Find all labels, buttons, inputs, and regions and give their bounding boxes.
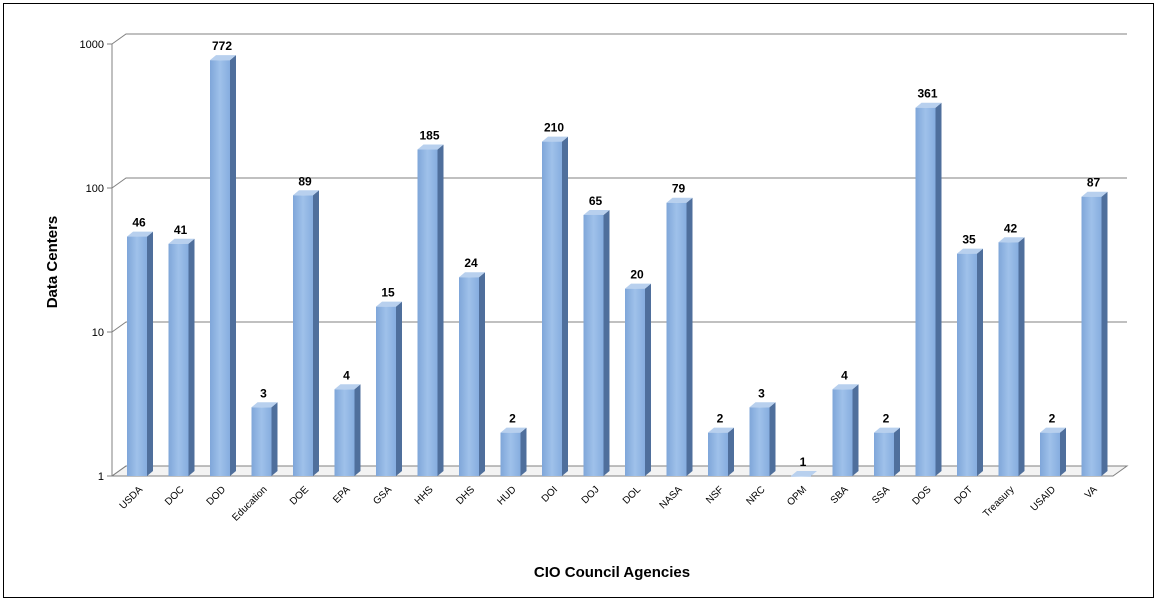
bar [376, 301, 402, 476]
x-tick-label: GSA [371, 484, 394, 507]
bar [334, 384, 361, 476]
bars [127, 55, 1108, 477]
x-tick-label: USAID [1029, 484, 1058, 513]
x-axis-title: CIO Council Agencies [534, 564, 690, 581]
data-label: 46 [132, 216, 146, 230]
x-tick-label: NASA [658, 484, 685, 511]
bar [791, 471, 817, 477]
data-label: 42 [1004, 221, 1018, 235]
bar [542, 136, 568, 477]
gridline [111, 177, 1127, 189]
bar [874, 427, 900, 476]
x-tick-labels: USDA DOC DOD Education DOE EPA GSA HHS DHS HUD DOI… [118, 484, 1100, 524]
bar [749, 402, 776, 476]
x-tick-label: Treasury [981, 484, 1016, 519]
gridline [111, 465, 1127, 477]
x-tick-label: DHS [454, 484, 477, 507]
data-label: 2 [883, 412, 890, 426]
bar [1081, 191, 1108, 476]
y-axis-title: Data Centers [44, 216, 61, 309]
x-tick-label: DOT [952, 484, 975, 507]
bar [417, 144, 444, 476]
x-tick-label: NRC [745, 484, 768, 507]
data-label: 4 [343, 368, 350, 382]
bar [1040, 427, 1066, 476]
y-tick-labels: 1 10 100 1000 [80, 39, 104, 483]
bar [708, 427, 734, 476]
data-label: 2 [717, 412, 724, 426]
bar [459, 272, 485, 476]
gridlines [107, 33, 1129, 477]
x-tick-label: DOI [540, 484, 560, 504]
bar [625, 283, 651, 476]
bar [293, 190, 319, 476]
bar [998, 237, 1025, 476]
bar [210, 55, 236, 477]
bar [127, 231, 153, 476]
data-label: 361 [917, 87, 937, 101]
x-tick-label: DOE [288, 484, 311, 507]
x-tick-label: DOS [911, 484, 934, 507]
y-tick-label: 1 [98, 471, 104, 483]
bar [915, 102, 942, 476]
data-labels: 4641772389415185242210652079231423613542… [132, 39, 1100, 469]
data-label: 89 [298, 174, 312, 188]
x-tick-label: Education [230, 484, 269, 523]
data-label: 2 [509, 412, 516, 426]
data-label: 210 [544, 121, 564, 135]
gridline [111, 33, 1127, 45]
bar [666, 197, 693, 476]
x-tick-label: VA [1083, 484, 1100, 501]
data-label: 79 [672, 182, 686, 196]
x-tick-label: USDA [118, 484, 146, 512]
data-label: 24 [464, 256, 478, 270]
x-tick-label: SSA [870, 484, 892, 506]
y-tick-label: 10 [92, 327, 104, 339]
bar [500, 427, 527, 476]
data-label: 4 [841, 368, 848, 382]
gridline [111, 321, 1127, 333]
x-tick-label: SBA [829, 484, 851, 506]
data-label: 772 [212, 39, 232, 53]
data-label: 20 [630, 268, 644, 282]
x-tick-label: DOC [163, 484, 187, 508]
x-tick-label: OPM [785, 484, 809, 508]
x-tick-label: DOD [205, 484, 229, 508]
data-label: 1 [800, 455, 807, 469]
bar [168, 238, 195, 476]
data-label: 65 [589, 194, 603, 208]
data-label: 35 [962, 233, 976, 247]
bar [251, 402, 278, 476]
data-label: 3 [758, 386, 765, 400]
data-label: 15 [381, 286, 395, 300]
y-tick-label: 1000 [80, 39, 104, 51]
x-tick-label: DOL [621, 484, 644, 507]
x-tick-label: HHS [413, 484, 436, 507]
data-label: 87 [1087, 176, 1101, 190]
x-tick-label: DOJ [580, 484, 602, 506]
bar [832, 384, 859, 476]
x-tick-label: HUD [496, 484, 519, 507]
y-tick-label: 100 [86, 183, 104, 195]
data-label: 2 [1049, 412, 1056, 426]
x-tick-label: NSF [704, 484, 726, 506]
bar [957, 248, 983, 476]
data-label: 3 [260, 386, 267, 400]
data-label: 185 [419, 129, 439, 143]
x-tick-label: EPA [331, 484, 353, 506]
data-label: 41 [174, 223, 188, 237]
bar [583, 209, 610, 476]
